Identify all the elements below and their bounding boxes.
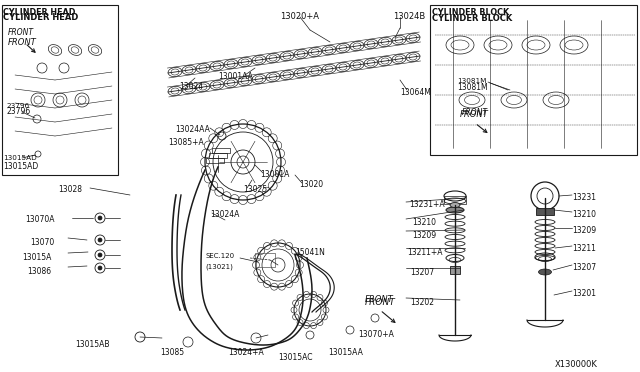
Text: 13025: 13025	[243, 185, 267, 194]
Bar	[444, 196, 466, 204]
Text: 13070: 13070	[30, 238, 54, 247]
Text: CYLINDER HEAD: CYLINDER HEAD	[3, 13, 78, 22]
Text: 13015A: 13015A	[22, 253, 51, 262]
Text: FRONT: FRONT	[365, 295, 394, 304]
Text: CYLINDER BLOCK: CYLINDER BLOCK	[432, 14, 512, 23]
Text: 13020: 13020	[299, 180, 323, 189]
Text: SEC.120: SEC.120	[205, 253, 234, 259]
Bar	[450, 266, 460, 274]
Text: 13209: 13209	[572, 226, 596, 235]
Text: 13024A: 13024A	[210, 210, 239, 219]
Text: FRONT: FRONT	[462, 108, 488, 117]
Text: 13231+A: 13231+A	[409, 200, 445, 209]
Bar	[255, 253, 275, 267]
Text: 15041N: 15041N	[295, 248, 325, 257]
Text: 13064M: 13064M	[400, 88, 431, 97]
Text: CYLINDER HEAD: CYLINDER HEAD	[3, 8, 76, 17]
Bar	[430, 5, 637, 155]
Text: 13209: 13209	[412, 231, 436, 240]
Bar	[2, 5, 118, 175]
Text: 13015AA: 13015AA	[328, 348, 363, 357]
Text: 13001A: 13001A	[260, 170, 289, 179]
Circle shape	[98, 266, 102, 270]
Text: 13207: 13207	[572, 263, 596, 272]
Text: 13015AB: 13015AB	[75, 340, 109, 349]
Text: 13085+A: 13085+A	[168, 138, 204, 147]
Text: (13021): (13021)	[205, 263, 233, 269]
Text: 13020+A: 13020+A	[280, 12, 319, 21]
Text: 13210: 13210	[572, 210, 596, 219]
Text: 13024+A: 13024+A	[228, 348, 264, 357]
Circle shape	[98, 216, 102, 220]
Text: 13201: 13201	[572, 289, 596, 298]
Text: FRONT: FRONT	[8, 38, 36, 47]
Text: 13015AC: 13015AC	[278, 353, 312, 362]
Ellipse shape	[450, 202, 460, 208]
Text: 13207: 13207	[410, 268, 434, 277]
Bar	[209, 153, 227, 158]
Text: FRONT: FRONT	[365, 298, 396, 307]
Text: 13085: 13085	[160, 348, 184, 357]
Ellipse shape	[538, 269, 552, 275]
Text: 13070+A: 13070+A	[358, 330, 394, 339]
Text: 13001AA: 13001AA	[218, 72, 253, 81]
Text: CYLINDER BLOCK: CYLINDER BLOCK	[432, 8, 509, 17]
Text: 13024B: 13024B	[393, 12, 425, 21]
Text: X130000K: X130000K	[555, 360, 598, 369]
Text: 13028: 13028	[58, 185, 82, 194]
Text: 13086: 13086	[27, 267, 51, 276]
Text: 13015AD: 13015AD	[3, 162, 38, 171]
Text: 13015AD: 13015AD	[3, 155, 36, 161]
Text: 23796: 23796	[6, 103, 29, 109]
Bar	[536, 208, 554, 215]
Text: 13210: 13210	[412, 218, 436, 227]
Text: 13081M: 13081M	[457, 78, 486, 84]
Text: 13211+A: 13211+A	[407, 248, 442, 257]
Text: 13070A: 13070A	[25, 215, 54, 224]
Circle shape	[98, 238, 102, 242]
Text: 13024: 13024	[179, 82, 203, 91]
Text: FRONT: FRONT	[8, 28, 34, 37]
Text: 13081M: 13081M	[457, 83, 488, 92]
Ellipse shape	[446, 207, 464, 213]
Text: 13024AA: 13024AA	[175, 125, 210, 134]
Bar	[212, 148, 230, 153]
Text: 13211: 13211	[572, 244, 596, 253]
Bar	[206, 158, 224, 163]
Circle shape	[98, 253, 102, 257]
Text: 23796: 23796	[6, 107, 30, 116]
Text: 13202: 13202	[410, 298, 434, 307]
Text: FRONT: FRONT	[460, 110, 489, 119]
Text: 13231: 13231	[572, 193, 596, 202]
